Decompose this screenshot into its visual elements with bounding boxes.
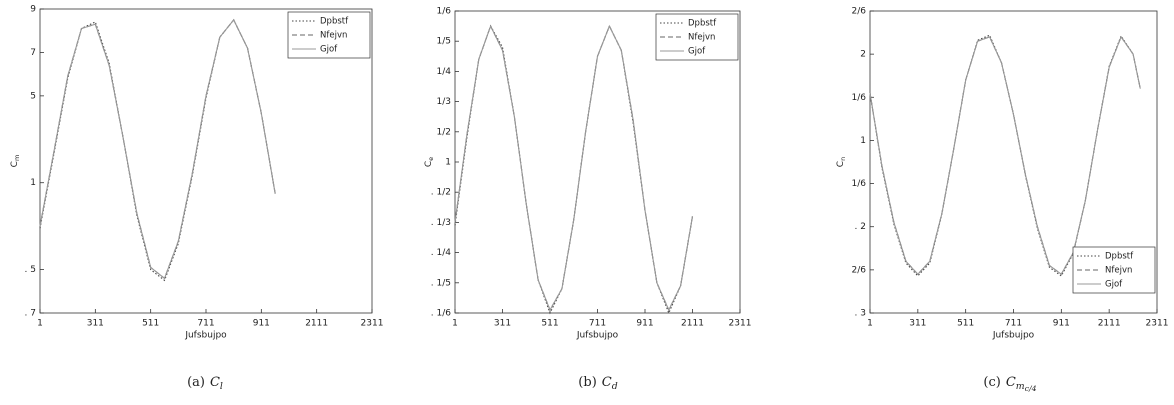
x-tick-label: 711 — [197, 319, 214, 329]
caption-label: (c) — [983, 375, 1000, 390]
y-tick-label: . 1/4 — [431, 248, 451, 258]
x-tick-label: 2111 — [681, 319, 704, 329]
x-axis-label: Jufsbujpo — [184, 331, 227, 341]
y-tick-label: 1/2 — [437, 127, 451, 137]
y-tick-label: 1/6 — [437, 7, 452, 17]
caption: (b) Cd — [578, 375, 617, 392]
x-tick-label: 2311 — [1146, 319, 1169, 329]
x-tick-label: 2111 — [1098, 319, 1121, 329]
legend-label: Gjof — [1105, 280, 1123, 290]
label: Cm — [10, 155, 22, 168]
y-tick-label: 2 — [860, 50, 866, 60]
label-base: C — [10, 161, 20, 167]
data-line — [869, 34, 1141, 277]
data-line — [39, 18, 276, 282]
y-tick-label: 1 — [445, 158, 451, 168]
y-tick-label: . 1/3 — [431, 218, 451, 228]
caption: (c) Cmc/4 — [983, 375, 1036, 394]
y-tick-label: 7 — [30, 48, 36, 58]
x-tick-label: 2311 — [361, 319, 384, 329]
label-sub: e — [427, 157, 435, 161]
x-tick-label: 311 — [494, 319, 511, 329]
x-tick-label: 1 — [37, 319, 43, 329]
y-tick-label: 9 — [30, 5, 36, 15]
caption-base: C — [1006, 375, 1016, 390]
x-tick-label: 911 — [636, 319, 653, 329]
caption-sub: d — [612, 381, 618, 392]
data-line — [454, 24, 694, 315]
caption-sub: m — [1016, 381, 1025, 392]
legend-label: Nfejvn — [320, 31, 347, 41]
y-tick-label: . 7 — [25, 309, 36, 319]
y-tick-label: . 1/6 — [431, 309, 451, 319]
x-axis-label: Jufsbujpo — [576, 331, 619, 341]
legend-label: Gjof — [320, 45, 338, 55]
x-tick-label: 2311 — [729, 319, 752, 329]
y-tick-label: . 2 — [855, 222, 866, 232]
x-tick-label: 511 — [142, 319, 159, 329]
legend-label: Dpbstf — [688, 19, 717, 29]
x-tick-label: 911 — [253, 319, 270, 329]
y-tick-label: 5 — [30, 91, 36, 101]
y-tick-label: . 1/2 — [431, 188, 451, 198]
x-tick-label: 311 — [909, 319, 926, 329]
caption-sub: l — [220, 381, 223, 392]
y-tick-label: 2/6 — [852, 7, 867, 17]
x-tick-label: 1 — [452, 319, 458, 329]
caption-subsub: c/4 — [1025, 384, 1037, 393]
x-tick-label: 711 — [1005, 319, 1022, 329]
data-line — [454, 24, 694, 312]
label-sub: n — [839, 157, 847, 161]
y-tick-label: 1/4 — [437, 67, 452, 77]
x-tick-label: 511 — [957, 319, 974, 329]
label: Cn — [836, 157, 848, 167]
data-line — [39, 18, 276, 280]
x-tick-label: 2111 — [305, 319, 328, 329]
data-line — [869, 35, 1141, 276]
x-axis-label: Jufsbujpo — [992, 331, 1035, 341]
y-tick-label: . 5 — [25, 265, 36, 275]
x-tick-label: 511 — [541, 319, 558, 329]
data-line — [39, 18, 276, 280]
legend-label: Dpbstf — [320, 17, 349, 27]
label-base: C — [836, 161, 846, 167]
legend-label: Gjof — [688, 47, 706, 57]
y-tick-label: 1/6 — [852, 93, 867, 103]
y-tick-label: 1 — [860, 136, 866, 146]
legend-label: Nfejvn — [1105, 266, 1132, 276]
x-tick-label: 311 — [87, 319, 104, 329]
legend-label: Dpbstf — [1105, 252, 1134, 262]
caption: (a) Cl — [187, 375, 223, 392]
y-tick-label: . 3 — [855, 309, 866, 319]
label: Ce — [424, 157, 436, 167]
caption-base: C — [210, 375, 220, 390]
y-tick-label: 1/6 — [852, 179, 867, 189]
label-sub: m — [13, 155, 21, 161]
x-tick-label: 711 — [589, 319, 606, 329]
y-tick-label: . 1/5 — [431, 278, 451, 288]
y-tick-label: 1 — [30, 178, 36, 188]
y-tick-label: 1/3 — [437, 97, 451, 107]
x-tick-label: 1 — [867, 319, 873, 329]
y-tick-label: 2/6 — [852, 265, 867, 275]
legend-label: Nfejvn — [688, 33, 715, 43]
caption-label: (a) — [187, 375, 205, 390]
caption-label: (b) — [578, 375, 596, 390]
x-tick-label: 911 — [1053, 319, 1070, 329]
label-base: C — [424, 161, 434, 167]
data-line — [454, 24, 694, 312]
y-tick-label: 1/5 — [437, 37, 451, 47]
caption-base: C — [602, 375, 612, 390]
data-line — [869, 35, 1141, 276]
